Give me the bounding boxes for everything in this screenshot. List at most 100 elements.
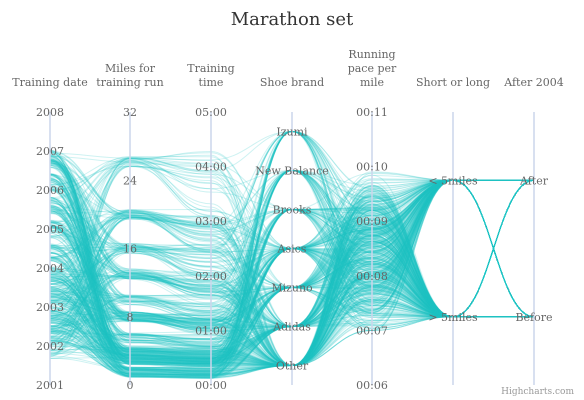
series-line-580[interactable] (49, 179, 534, 361)
series-line-564[interactable] (49, 130, 535, 318)
series-line-530[interactable] (49, 210, 534, 367)
series-line-101[interactable] (49, 179, 535, 367)
series-line-452[interactable] (49, 169, 535, 377)
series-line-358[interactable] (49, 130, 535, 318)
series-line-161[interactable] (49, 174, 535, 369)
series-line-252[interactable] (49, 179, 535, 367)
series-line-79[interactable] (49, 217, 534, 367)
series-line-409[interactable] (49, 179, 535, 318)
series-line-440[interactable] (49, 179, 535, 367)
series-line-299[interactable] (49, 179, 534, 365)
series-line-598[interactable] (49, 173, 534, 365)
series-line-307[interactable] (49, 179, 534, 376)
series-line-25[interactable] (49, 179, 534, 378)
series-line-449[interactable] (49, 179, 535, 377)
series-line-181[interactable] (49, 160, 534, 367)
series-line-442[interactable] (49, 177, 534, 363)
series-line-300[interactable] (49, 213, 534, 338)
series-line-520[interactable] (49, 200, 534, 367)
series-line-146[interactable] (49, 173, 535, 318)
series-line-239[interactable] (49, 247, 534, 356)
series-line-386[interactable] (49, 169, 534, 364)
series-line-521[interactable] (49, 130, 534, 374)
series-line-197[interactable] (49, 163, 535, 367)
series-line-500[interactable] (49, 166, 535, 340)
series-line-455[interactable] (49, 179, 535, 379)
series-line-31[interactable] (49, 179, 534, 377)
series-line-586[interactable] (49, 130, 535, 361)
series-line-86[interactable] (49, 156, 535, 318)
series-line-364[interactable] (49, 203, 534, 323)
series-line-507[interactable] (49, 158, 534, 330)
series-line-286[interactable] (49, 247, 534, 354)
series-line-535[interactable] (49, 179, 535, 375)
series-line-509[interactable] (49, 156, 534, 328)
series-line-283[interactable] (49, 149, 534, 376)
series-line-36[interactable] (49, 179, 534, 363)
series-line-217[interactable] (49, 130, 534, 353)
series-line-456[interactable] (49, 194, 534, 367)
series-line-276[interactable] (49, 179, 534, 369)
series-line-173[interactable] (49, 130, 534, 360)
series-line-27[interactable] (49, 179, 535, 318)
series-line-28[interactable] (49, 179, 535, 367)
series-line-144[interactable] (49, 156, 534, 360)
series-line-183[interactable] (49, 154, 534, 359)
series-line-127[interactable] (49, 164, 534, 367)
series-line-155[interactable] (49, 174, 534, 367)
series-line-473[interactable] (49, 179, 534, 380)
series-line-352[interactable] (49, 179, 535, 367)
series-line-414[interactable] (49, 179, 535, 367)
series-line-234[interactable] (49, 160, 535, 328)
series-line-551[interactable] (49, 179, 535, 328)
series-line-20[interactable] (49, 179, 535, 367)
series-line-404[interactable] (49, 160, 535, 367)
series-line-572[interactable] (49, 179, 535, 367)
series-line-462[interactable] (49, 252, 534, 367)
series-line-21[interactable] (49, 179, 534, 361)
series-line-108[interactable] (49, 179, 535, 367)
series-line-243[interactable] (49, 179, 535, 367)
series-line-272[interactable] (49, 179, 535, 367)
series-line-51[interactable] (49, 179, 535, 356)
series-line-261[interactable] (49, 130, 535, 372)
series-line-67[interactable] (49, 179, 534, 376)
series-line-198[interactable] (49, 154, 534, 370)
series-line-133[interactable] (49, 130, 535, 370)
series-line-324[interactable] (49, 153, 535, 367)
series-line-187[interactable] (49, 179, 534, 372)
series-line-244[interactable] (49, 192, 534, 367)
series-line-560[interactable] (49, 155, 535, 328)
series-line-268[interactable] (49, 157, 534, 367)
series-line-498[interactable] (49, 169, 534, 373)
series-line-483[interactable] (49, 179, 534, 379)
series-line-318[interactable] (49, 152, 534, 353)
series-line-282[interactable] (49, 179, 535, 367)
series-line-72[interactable] (49, 178, 534, 361)
series-line-188[interactable] (49, 179, 534, 365)
series-line-589[interactable] (49, 179, 535, 367)
series-line-511[interactable] (49, 179, 535, 378)
series-line-368[interactable] (49, 166, 534, 364)
series-line-348[interactable] (49, 162, 534, 371)
series-line-402[interactable] (49, 173, 535, 328)
series-line-270[interactable] (49, 162, 534, 328)
series-line-459[interactable] (49, 151, 534, 374)
series-line-189[interactable] (49, 179, 535, 363)
series-line-131[interactable] (49, 218, 534, 322)
series-line-499[interactable] (49, 160, 534, 374)
series-line-287[interactable] (49, 179, 535, 367)
series-line-231[interactable] (49, 204, 534, 328)
series-line-341[interactable] (49, 179, 535, 374)
series-line-100[interactable] (49, 160, 534, 339)
series-line-541[interactable] (49, 209, 534, 367)
series-line-330[interactable] (49, 151, 534, 366)
series-line-293[interactable] (49, 179, 535, 376)
series-line-90[interactable] (49, 179, 534, 359)
series-line-126[interactable] (49, 179, 534, 366)
series-line-395[interactable] (49, 179, 535, 369)
series-line-115[interactable] (49, 179, 534, 356)
series-line-228[interactable] (49, 169, 534, 363)
series-line-326[interactable] (49, 212, 534, 318)
series-line-264[interactable] (49, 179, 534, 353)
